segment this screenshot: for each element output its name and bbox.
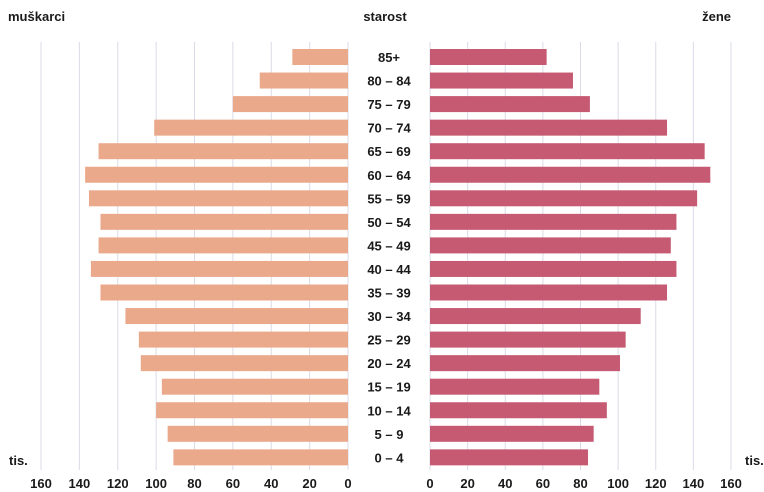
header-age: starost	[363, 9, 407, 24]
bar-women	[430, 378, 600, 395]
bar-men	[140, 355, 348, 372]
bar-women	[430, 355, 621, 372]
bar-men	[88, 190, 348, 207]
age-label: 30 – 34	[367, 309, 411, 324]
tick-label: 140	[69, 476, 91, 491]
tick-label: 60	[536, 476, 550, 491]
bar-men	[156, 402, 348, 419]
bars-women	[430, 49, 711, 466]
bar-women	[430, 402, 607, 419]
bar-men	[98, 237, 348, 254]
bar-women	[430, 213, 677, 230]
tick-label: 80	[573, 476, 587, 491]
age-label: 50 – 54	[367, 215, 411, 230]
bar-women	[430, 143, 705, 160]
bar-women	[430, 190, 698, 207]
tick-label: 20	[302, 476, 316, 491]
bar-men	[90, 260, 348, 277]
bar-women	[430, 425, 594, 442]
bar-men	[100, 213, 348, 230]
unit-left: tis.	[9, 453, 28, 468]
bar-men	[125, 308, 348, 325]
bar-men	[98, 143, 348, 160]
tick-label: 40	[498, 476, 512, 491]
age-label: 40 – 44	[367, 262, 411, 277]
tick-label: 100	[607, 476, 629, 491]
ticks-right: 0 20 40 60 80 100 120 140 160	[426, 476, 741, 491]
age-label: 10 – 14	[367, 403, 411, 418]
tick-label: 100	[145, 476, 167, 491]
tick-label: 20	[460, 476, 474, 491]
tick-label: 0	[344, 476, 351, 491]
age-label: 5 – 9	[375, 427, 404, 442]
bar-women	[430, 237, 671, 254]
age-label: 15 – 19	[367, 380, 410, 395]
age-label: 45 – 49	[367, 238, 410, 253]
bar-women	[430, 49, 547, 65]
bar-men	[259, 72, 348, 89]
bar-men	[167, 425, 348, 442]
age-label: 65 – 69	[367, 144, 410, 159]
bar-men	[232, 96, 348, 113]
grid-right	[429, 42, 732, 470]
grid-left	[40, 42, 349, 470]
age-labels: 85+ 80 – 84 75 – 79 70 – 74 65 – 69 60 – 64 55…	[367, 50, 411, 465]
header-men: muškarci	[8, 9, 65, 24]
tick-label: 160	[30, 476, 52, 491]
age-label: 35 – 39	[367, 286, 410, 301]
tick-label: 0	[426, 476, 433, 491]
age-label: 25 – 29	[367, 333, 410, 348]
tick-label: 140	[683, 476, 705, 491]
bar-men	[138, 331, 348, 348]
bar-women	[430, 96, 590, 113]
age-label: 60 – 64	[367, 168, 411, 183]
age-label: 55 – 59	[367, 191, 410, 206]
age-label: 80 – 84	[367, 74, 411, 89]
bar-men	[173, 449, 348, 466]
bar-women	[430, 308, 641, 325]
tick-label: 80	[187, 476, 201, 491]
tick-label: 120	[645, 476, 667, 491]
bar-men	[161, 378, 348, 395]
bar-men	[154, 119, 348, 136]
bar-women	[430, 119, 668, 136]
age-label: 20 – 24	[367, 356, 411, 371]
bar-women	[430, 284, 668, 301]
age-label: 75 – 79	[367, 97, 410, 112]
age-label: 70 – 74	[367, 121, 411, 136]
age-label: 85+	[378, 50, 400, 65]
bar-men	[292, 49, 348, 65]
bar-men	[100, 284, 348, 301]
age-label: 0 – 4	[375, 450, 405, 465]
bar-women	[430, 449, 589, 466]
bar-men	[85, 166, 348, 183]
bar-women	[430, 72, 573, 89]
unit-right: tis.	[745, 453, 764, 468]
bar-women	[430, 166, 711, 183]
bar-women	[430, 331, 626, 348]
tick-label: 40	[264, 476, 278, 491]
tick-label: 120	[107, 476, 129, 491]
bars-men	[85, 49, 348, 466]
bar-women	[430, 260, 677, 277]
ticks-left: 160 140 120 100 80 60 40 20 0	[30, 476, 351, 491]
tick-label: 160	[720, 476, 742, 491]
header-women: žene	[702, 9, 731, 24]
tick-label: 60	[226, 476, 240, 491]
